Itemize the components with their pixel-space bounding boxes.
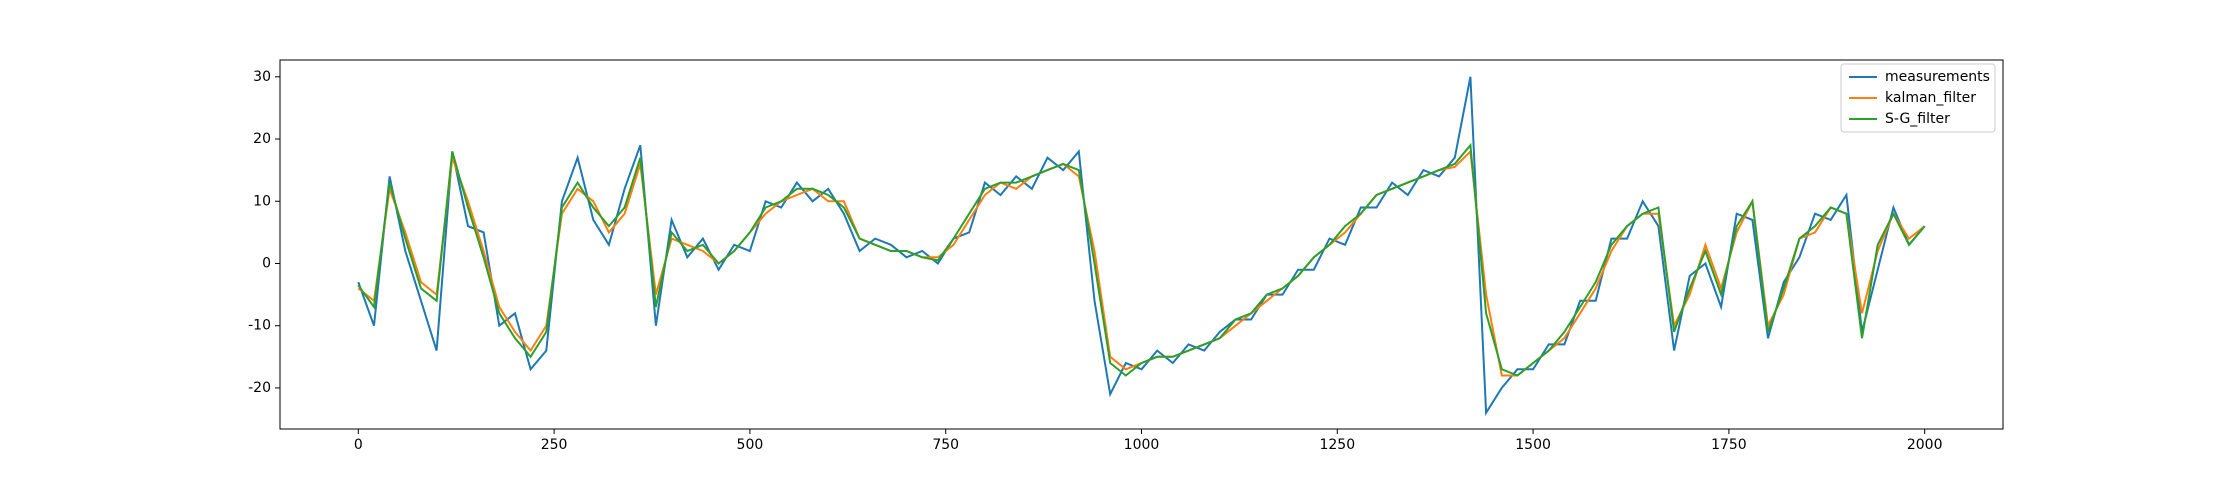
x-tick-label: 750 (932, 437, 959, 453)
x-tick-label: 2000 (1907, 437, 1943, 453)
legend-label: S-G_filter (1885, 111, 1950, 127)
series-line (357, 142, 1926, 377)
legend-box (1840, 63, 1996, 133)
y-tick-label: 30 (253, 69, 271, 85)
y-tick-label: 0 (262, 255, 271, 271)
x-tick-label: 1250 (1319, 437, 1355, 453)
x-tick-label: 0 (354, 437, 363, 453)
x-tick-label: 500 (737, 437, 764, 453)
series-line (357, 76, 1926, 417)
y-tick-label: 20 (253, 131, 271, 147)
x-tick-label: 250 (541, 437, 568, 453)
x-tick-label: 1000 (1124, 437, 1160, 453)
y-tick-label: -10 (248, 318, 271, 334)
legend-label: measurements (1885, 69, 1990, 85)
y-tick-label: 10 (253, 193, 271, 209)
x-tick-label: 1750 (1711, 437, 1747, 453)
x-tick-label: 1500 (1515, 437, 1551, 453)
plot-frame (279, 59, 2004, 430)
y-tick-label: -20 (248, 380, 271, 396)
legend-label: kalman_filter (1885, 90, 1976, 106)
